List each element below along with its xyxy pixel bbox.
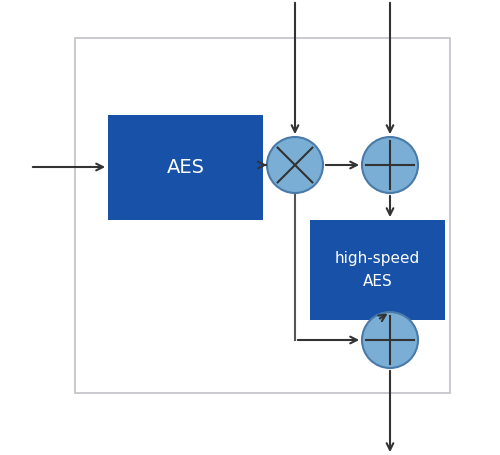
Circle shape [362, 137, 418, 193]
Bar [108, 115, 263, 220]
Text: high-speed
AES: high-speed AES [335, 252, 420, 288]
Circle shape [267, 137, 323, 193]
Bar [310, 220, 445, 320]
Circle shape [362, 312, 418, 368]
Text: AES: AES [166, 158, 204, 177]
Bar [75, 38, 450, 393]
